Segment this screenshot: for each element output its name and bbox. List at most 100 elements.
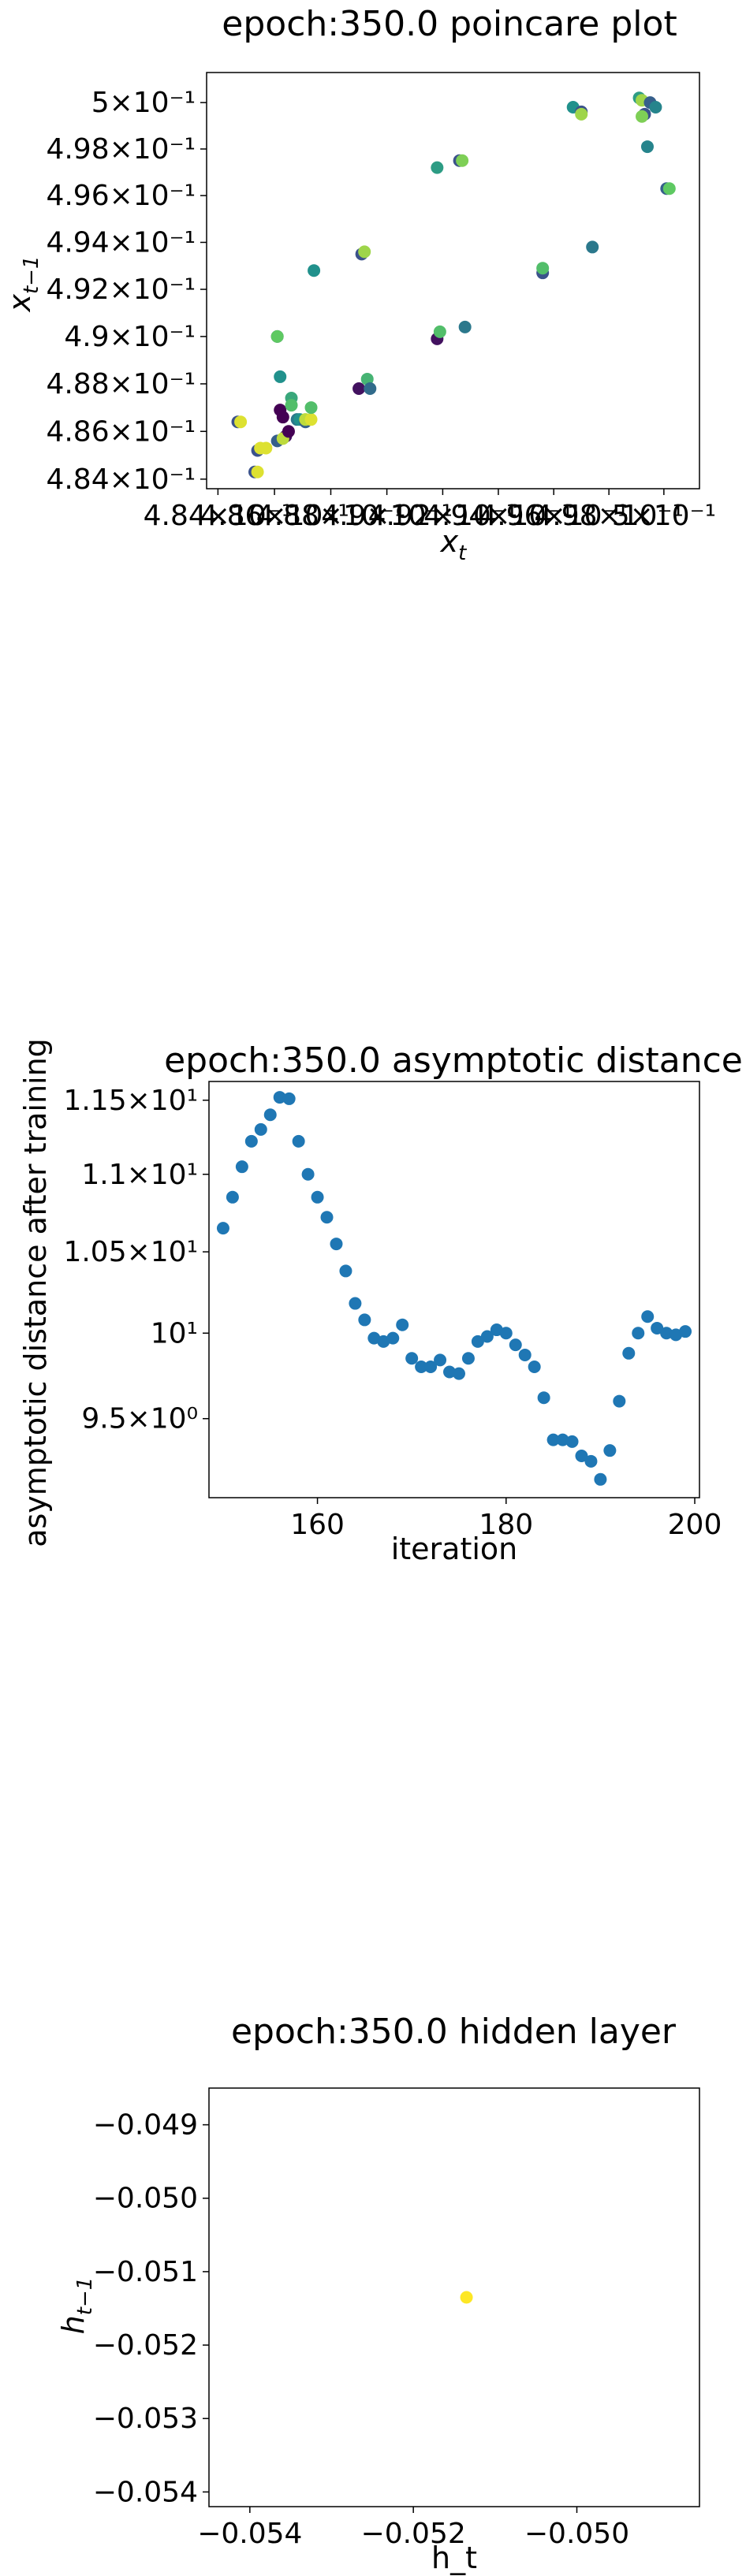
y-tick-label: −0.054: [93, 2476, 198, 2508]
scatter-point: [304, 401, 318, 415]
y-tick-label: 1.15×10¹: [63, 1085, 198, 1117]
scatter-point: [254, 1122, 267, 1136]
scatter-point: [364, 382, 377, 395]
scatter-point: [424, 1360, 438, 1373]
scatter-point: [458, 320, 472, 333]
x-tick-label: 4.94×10⁻¹: [423, 500, 573, 532]
scatter-point: [537, 1391, 550, 1405]
scatter-point: [509, 1338, 522, 1352]
scatter-point: [263, 1108, 277, 1122]
y-tick-label: 4.9×10⁻¹: [64, 321, 196, 353]
hidden-layer-chart: epoch:350.0 hidden layer −0.049−0.050−0.…: [56, 2012, 700, 2575]
y-tick-label: 4.88×10⁻¹: [46, 368, 196, 400]
y-axis: −0.049 −0.050 −0.051 −0.052 −0.053 −0.054: [93, 2109, 209, 2508]
scatter-point: [452, 1367, 465, 1380]
scatter-point: [471, 1335, 484, 1348]
y-tick-label: 4.98×10⁻¹: [46, 133, 196, 166]
scatter-point: [434, 1353, 447, 1367]
y-tick-label: 1.1×10¹: [81, 1159, 198, 1191]
scatter-point: [282, 425, 295, 438]
scatter-point: [456, 154, 469, 167]
scatter-point: [352, 382, 366, 395]
scatter-point: [251, 465, 264, 478]
scatter-point: [259, 441, 273, 455]
y-tick-label: 4.96×10⁻¹: [46, 180, 196, 212]
y-axis-label: asymptotic distance after training: [18, 1038, 53, 1547]
scatter-point: [358, 1313, 371, 1327]
x-tick-label: −0.050: [524, 2518, 629, 2550]
scatter-point: [405, 1352, 419, 1365]
chart-title: epoch:350.0 hidden layer: [231, 2012, 677, 2052]
y-tick-label: −0.050: [93, 2183, 198, 2215]
y-tick-label: 4.92×10⁻¹: [46, 274, 196, 306]
x-tick-label: 4.98×10⁻¹: [534, 500, 684, 532]
y-axis: 4.84×10⁻¹ 4.86×10⁻¹ 4.88×10⁻¹ 4.9×10⁻¹ 4.92×…: [46, 87, 207, 496]
scatter-point: [285, 399, 298, 412]
chart-title: epoch:350.0 poincare plot: [222, 4, 677, 44]
scatter-point: [276, 411, 289, 424]
x-tick-label: 4.86×10⁻¹: [200, 500, 349, 532]
y-tick-label: −0.051: [93, 2256, 198, 2288]
y-axis-label: xt−1: [2, 255, 43, 312]
x-tick-label: 4.96×10⁻¹: [479, 500, 629, 532]
y-tick-label: 4.84×10⁻¹: [46, 463, 196, 496]
scatter-point: [575, 107, 588, 121]
scatter-point: [546, 1433, 560, 1446]
x-tick-label: 160: [290, 1509, 345, 1541]
scatter-point: [274, 370, 287, 383]
scatter-point: [461, 1352, 475, 1365]
scatter-point: [216, 1222, 229, 1235]
y-tick-label: −0.049: [93, 2109, 198, 2142]
scatter-point: [499, 1327, 513, 1340]
y-tick-label: 4.86×10⁻¹: [46, 415, 196, 448]
x-axis: −0.054 −0.052 −0.050: [197, 2507, 629, 2550]
x-axis-label: h_t: [431, 2541, 477, 2575]
scatter-point: [339, 1264, 352, 1278]
y-tick-label: −0.053: [93, 2403, 198, 2435]
chart-title: epoch:350.0 asymptotic distance: [164, 1040, 743, 1081]
scatter-point: [565, 1435, 579, 1448]
scatter-point: [292, 1134, 305, 1148]
y-tick-label: 5×10⁻¹: [91, 87, 196, 119]
plot-frame: [208, 2087, 700, 2507]
x-axis: 4.84×10⁻¹4.86×10⁻¹4.88×10⁻¹4.9×10⁻¹4.92×…: [144, 489, 716, 532]
scatter-point: [443, 1365, 457, 1379]
scatter-point: [613, 1394, 626, 1408]
y-tick-label: −0.052: [93, 2329, 198, 2362]
asymptotic-distance-chart: epoch:350.0 asymptotic distance 9.5×10⁰ 1…: [18, 1038, 743, 1566]
scatter-point: [234, 415, 248, 429]
x-tick-label: 180: [479, 1509, 533, 1541]
plot-frame: [206, 72, 700, 490]
scatter-point: [528, 1360, 541, 1373]
scatter-point: [649, 101, 662, 114]
scatter-point: [386, 1331, 400, 1345]
y-tick-label: 10¹: [151, 1317, 198, 1349]
scatter-point: [518, 1348, 532, 1361]
scatter-point: [320, 1211, 334, 1224]
scatter-point: [536, 262, 550, 275]
scatter-point: [662, 182, 676, 195]
scatter-point: [282, 1092, 296, 1105]
scatter-point: [311, 1190, 324, 1204]
x-tick-label: 4.92×10⁻¹: [368, 500, 518, 532]
scatter-point: [433, 325, 446, 338]
x-tick-label: 200: [668, 1509, 722, 1541]
scatter-point: [480, 1330, 494, 1343]
scatter-point: [575, 1449, 588, 1462]
scatter-point: [679, 1325, 692, 1338]
scatter-points: [460, 2291, 473, 2304]
x-tick-label: 5×10⁻¹: [612, 500, 716, 532]
scatter-point: [270, 329, 284, 343]
x-tick-label: 4.9×10⁻¹: [321, 500, 453, 532]
scatter-point: [586, 240, 599, 254]
scatter-point: [349, 1297, 362, 1310]
scatter-point: [584, 1454, 598, 1468]
y-tick-label: 4.94×10⁻¹: [46, 226, 196, 259]
scatter-point: [636, 110, 649, 123]
x-tick-label: −0.054: [197, 2518, 302, 2550]
plot-frame: [208, 1081, 700, 1498]
scatter-point: [431, 161, 444, 174]
scatter-point: [594, 1472, 607, 1486]
y-tick-label: 9.5×10⁰: [81, 1403, 198, 1435]
